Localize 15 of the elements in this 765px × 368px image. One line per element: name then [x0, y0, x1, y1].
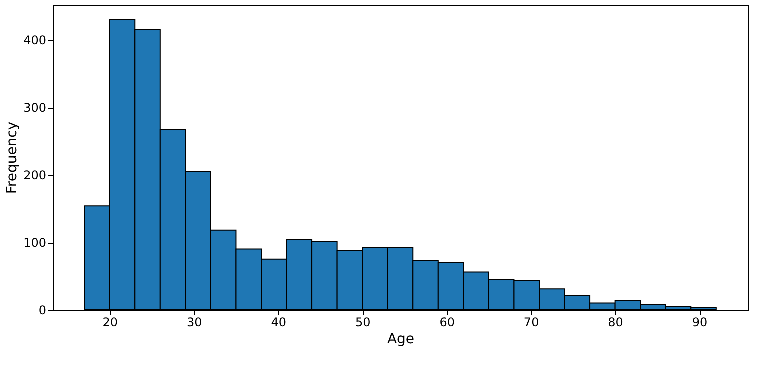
x-tick-label: 50 — [355, 316, 371, 330]
y-axis-title: Frequency — [4, 122, 21, 194]
x-tick-label: 90 — [692, 316, 708, 330]
x-tick-label: 40 — [271, 316, 286, 330]
y-tick-label: 200 — [24, 168, 46, 183]
x-tick-label: 30 — [186, 316, 202, 330]
x-tick-label: 80 — [608, 316, 624, 330]
y-tick-label: 400 — [24, 34, 46, 48]
y-tick-label: 0 — [38, 304, 46, 318]
y-tick-label: 100 — [24, 236, 46, 250]
x-tick-label: 20 — [102, 316, 118, 330]
x-tick-label: 70 — [524, 316, 540, 330]
y-tick-label: 300 — [24, 101, 46, 116]
x-tick-label: 60 — [440, 316, 455, 330]
x-axis-title: Age — [387, 332, 415, 348]
